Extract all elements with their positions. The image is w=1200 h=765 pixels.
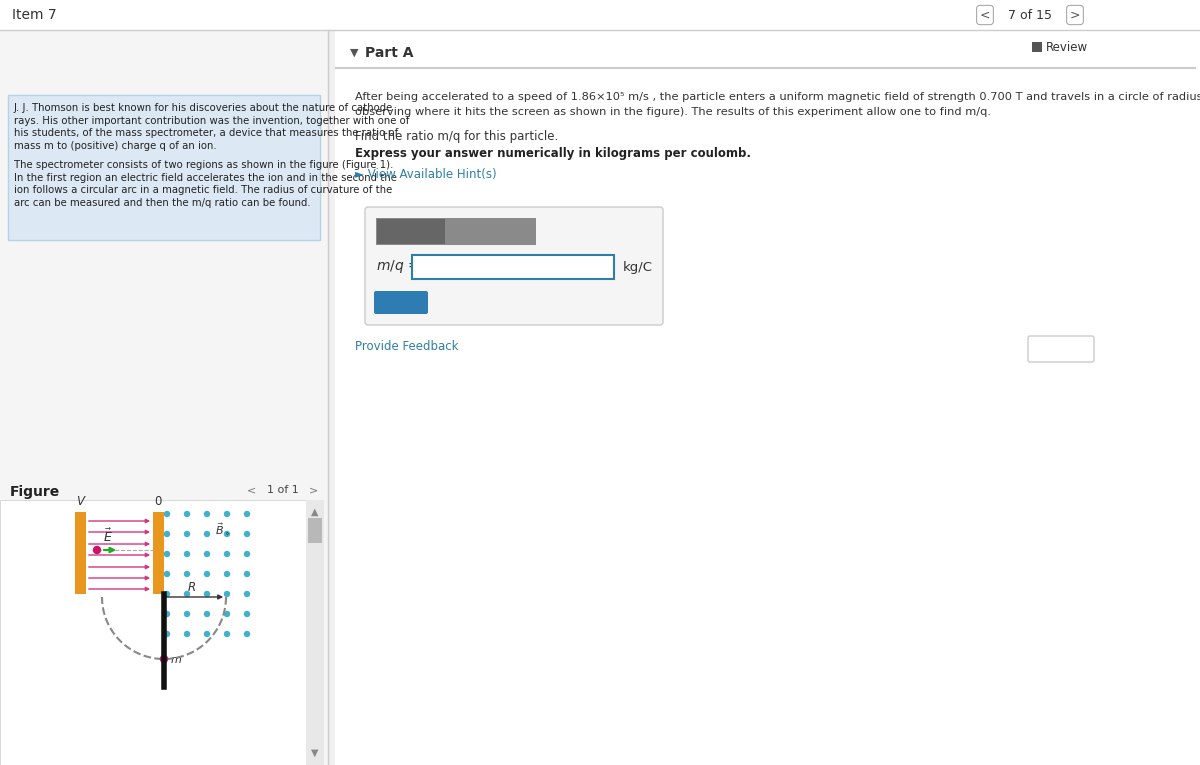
Circle shape (185, 631, 190, 636)
Text: $\vec{B}_\circ$: $\vec{B}_\circ$ (215, 522, 229, 537)
FancyBboxPatch shape (374, 291, 428, 314)
Text: ► View Available Hint(s): ► View Available Hint(s) (355, 168, 497, 181)
Circle shape (204, 552, 210, 556)
Circle shape (224, 512, 229, 516)
Text: <: < (247, 485, 257, 495)
Text: R: R (188, 581, 196, 594)
Text: Review: Review (1046, 41, 1088, 54)
Circle shape (224, 532, 229, 536)
Text: ▪√: ▪√ (385, 226, 397, 236)
Text: 7 of 15: 7 of 15 (1008, 8, 1052, 21)
Text: ↩: ↩ (448, 224, 460, 238)
Circle shape (245, 532, 250, 536)
Circle shape (204, 611, 210, 617)
Text: ▼: ▼ (350, 48, 359, 58)
Text: his students, of the mass spectrometer, a device that measures the ratio of: his students, of the mass spectrometer, … (14, 128, 398, 138)
FancyBboxPatch shape (308, 518, 322, 543)
FancyBboxPatch shape (365, 207, 662, 325)
Text: J. J. Thomson is best known for his discoveries about the nature of cathode: J. J. Thomson is best known for his disc… (14, 103, 394, 113)
Circle shape (164, 552, 169, 556)
Circle shape (245, 512, 250, 516)
Text: Figure: Figure (10, 485, 60, 499)
Text: ⊟: ⊟ (503, 224, 515, 238)
Text: >: > (1069, 8, 1080, 21)
Circle shape (224, 631, 229, 636)
Text: ▲: ▲ (311, 507, 319, 517)
Circle shape (164, 611, 169, 617)
FancyBboxPatch shape (406, 219, 445, 244)
Text: ↺: ↺ (486, 224, 498, 238)
Circle shape (185, 552, 190, 556)
Circle shape (224, 552, 229, 556)
Circle shape (245, 571, 250, 577)
Circle shape (185, 532, 190, 536)
Text: rays. His other important contribution was the invention, together with one of: rays. His other important contribution w… (14, 116, 409, 125)
Text: Item 7: Item 7 (12, 8, 56, 22)
FancyBboxPatch shape (0, 0, 1200, 30)
Circle shape (245, 552, 250, 556)
Text: arc can be measured and then the m/q ratio can be found.: arc can be measured and then the m/q rat… (14, 197, 311, 207)
Circle shape (245, 591, 250, 597)
FancyBboxPatch shape (306, 500, 324, 765)
FancyBboxPatch shape (0, 500, 306, 765)
FancyBboxPatch shape (376, 218, 536, 245)
Text: ion follows a circular arc in a magnetic field. The radius of curvature of the: ion follows a circular arc in a magnetic… (14, 185, 392, 195)
Circle shape (204, 512, 210, 516)
Text: kg/C: kg/C (623, 261, 653, 274)
Circle shape (185, 512, 190, 516)
Circle shape (164, 571, 169, 577)
Text: $\vec{E}$: $\vec{E}$ (103, 527, 113, 545)
Circle shape (204, 532, 210, 536)
Text: ▼: ▼ (311, 748, 319, 758)
Circle shape (204, 571, 210, 577)
Text: observing where it hits the screen as shown in the figure). The results of this : observing where it hits the screen as sh… (355, 107, 991, 117)
FancyBboxPatch shape (8, 95, 320, 240)
FancyBboxPatch shape (154, 512, 164, 594)
Circle shape (204, 591, 210, 597)
Text: ↪: ↪ (467, 224, 479, 238)
Text: 0: 0 (155, 495, 162, 508)
Circle shape (185, 591, 190, 597)
Circle shape (245, 611, 250, 617)
FancyBboxPatch shape (0, 30, 328, 765)
Circle shape (185, 571, 190, 577)
Circle shape (224, 571, 229, 577)
Text: m: m (172, 655, 182, 665)
Circle shape (164, 591, 169, 597)
Text: Express your answer numerically in kilograms per coulomb.: Express your answer numerically in kilog… (355, 147, 751, 160)
FancyBboxPatch shape (1032, 42, 1042, 52)
Text: <: < (979, 8, 990, 21)
Text: V: V (76, 495, 84, 508)
Text: mass m to (positive) charge q of an ion.: mass m to (positive) charge q of an ion. (14, 141, 217, 151)
FancyBboxPatch shape (412, 255, 614, 279)
Text: >: > (310, 485, 319, 495)
FancyBboxPatch shape (74, 512, 86, 594)
Text: Submit: Submit (380, 295, 422, 308)
FancyBboxPatch shape (1028, 336, 1094, 362)
Text: Provide Feedback: Provide Feedback (355, 340, 458, 353)
Circle shape (245, 631, 250, 636)
Text: 1 of 1: 1 of 1 (268, 485, 299, 495)
Circle shape (204, 631, 210, 636)
Circle shape (164, 532, 169, 536)
Circle shape (164, 512, 169, 516)
Text: In the first region an electric field accelerates the ion and in the second the: In the first region an electric field ac… (14, 172, 397, 183)
Text: The spectrometer consists of two regions as shown in the figure (Figure 1).: The spectrometer consists of two regions… (14, 160, 394, 170)
Text: Next ›: Next › (1042, 343, 1080, 356)
Text: $m/q$ =: $m/q$ = (376, 258, 420, 275)
Circle shape (94, 546, 101, 554)
Circle shape (185, 611, 190, 617)
Circle shape (224, 611, 229, 617)
Text: Find the ratio m/q for this particle.: Find the ratio m/q for this particle. (355, 130, 558, 143)
Circle shape (224, 591, 229, 597)
FancyBboxPatch shape (377, 219, 406, 244)
Text: Part A: Part A (365, 46, 414, 60)
Text: ΑΣΦ: ΑΣΦ (412, 226, 438, 236)
Text: After being accelerated to a speed of 1.86×10⁵ m/s , the particle enters a unifo: After being accelerated to a speed of 1.… (355, 92, 1200, 102)
FancyBboxPatch shape (335, 30, 1200, 765)
Circle shape (164, 631, 169, 636)
Circle shape (161, 656, 168, 662)
Text: ?: ? (522, 224, 529, 238)
